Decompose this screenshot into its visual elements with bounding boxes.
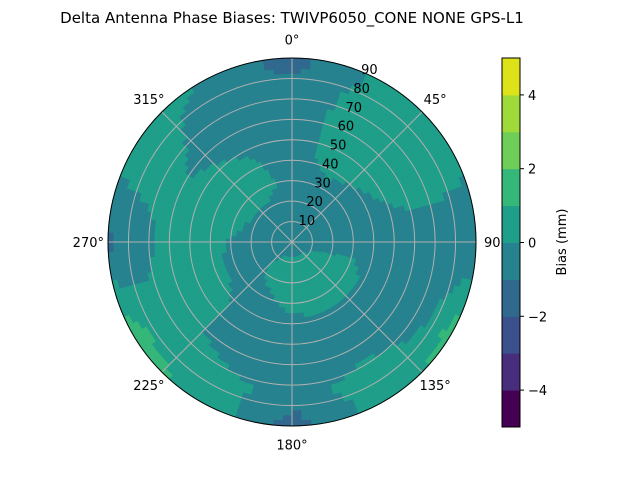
theta-tick-label: 225° [133, 379, 164, 394]
theta-tick-label: 0° [285, 34, 300, 49]
colorbar-band [502, 94, 520, 133]
r-tick-label: 40 [322, 157, 339, 172]
theta-tick-labels: 0° 45° 90° 135° 180° 225° 270° 315° [73, 34, 507, 454]
polar-grid [108, 58, 476, 426]
colorbar-tick-label: 2 [528, 163, 536, 178]
colorbar-band [502, 353, 520, 391]
r-tick-label: 80 [353, 82, 370, 97]
r-tick-labels: 10 20 30 40 50 60 70 80 90 [299, 63, 378, 229]
r-tick-label: 60 [338, 120, 355, 135]
colorbar-label: Bias (mm) [555, 209, 570, 276]
theta-tick-label: 315° [133, 93, 164, 108]
r-tick-label: 30 [314, 176, 331, 191]
r-tick-label: 10 [299, 214, 316, 229]
theta-tick-label: 135° [419, 379, 450, 394]
theta-tick-label: 45° [424, 93, 447, 108]
colorbar-band [502, 205, 520, 243]
colorbar-band [502, 168, 520, 207]
theta-tick-label: 270° [73, 236, 104, 251]
r-tick-label: 20 [306, 195, 323, 210]
chart-title: Delta Antenna Phase Biases: TWIVP6050_CO… [60, 9, 524, 28]
plot-boundary [107, 57, 477, 427]
colorbar-band [502, 131, 520, 170]
r-tick-label: 70 [345, 101, 362, 116]
colorbar-band [502, 316, 520, 354]
r-tick-label: 90 [361, 63, 378, 78]
colorbar: −4 −2 0 2 4 [501, 57, 547, 428]
colorbar-band [502, 58, 520, 96]
colorbar-tick-label: 4 [528, 89, 536, 104]
colorbar-band [502, 279, 520, 317]
colorbar-tick-label: −4 [528, 384, 547, 399]
colorbar-band [502, 242, 520, 280]
colorbar-tick-label: 0 [528, 237, 536, 252]
colorbar-tick-label: −2 [528, 310, 547, 325]
colorbar-band [502, 390, 520, 428]
r-tick-label: 50 [330, 139, 347, 154]
theta-tick-label: 90° [484, 236, 507, 251]
theta-gridline [161, 111, 423, 373]
theta-tick-label: 180° [276, 438, 307, 453]
